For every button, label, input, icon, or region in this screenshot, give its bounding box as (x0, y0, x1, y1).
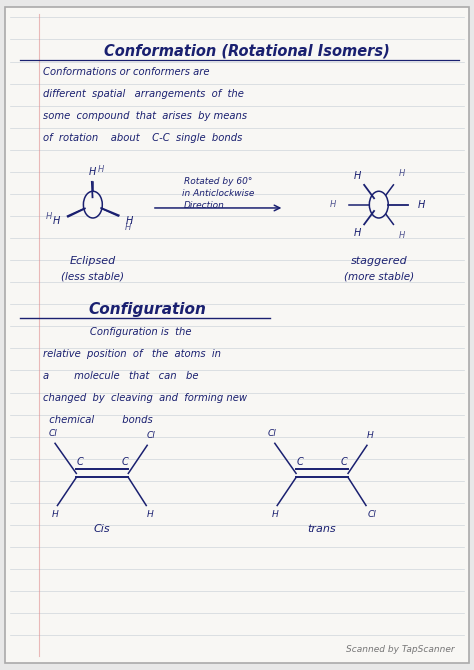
Text: H: H (146, 510, 154, 519)
Text: staggered: staggered (350, 257, 407, 267)
Text: H: H (399, 231, 405, 241)
Text: in Anticlockwise: in Anticlockwise (182, 189, 254, 198)
Text: (less stable): (less stable) (61, 272, 124, 282)
Text: H: H (354, 228, 361, 239)
Text: Configuration: Configuration (88, 302, 206, 317)
Text: Scanned by TapScanner: Scanned by TapScanner (346, 645, 455, 654)
Text: different  spatial   arrangements  of  the: different spatial arrangements of the (43, 89, 244, 99)
Text: relative  position  of   the  atoms  in: relative position of the atoms in (43, 348, 221, 358)
Text: Conformation (Rotational Isomers): Conformation (Rotational Isomers) (104, 44, 389, 58)
Text: (more stable): (more stable) (344, 272, 414, 282)
Text: trans: trans (308, 524, 337, 534)
Text: some  compound  that  arises  by means: some compound that arises by means (43, 111, 247, 121)
Text: Cis: Cis (94, 524, 110, 534)
Text: Rotated by 60°: Rotated by 60° (184, 177, 252, 186)
Text: H: H (399, 169, 405, 178)
Text: of  rotation    about    C-C  single  bonds: of rotation about C-C single bonds (43, 133, 243, 143)
Text: H: H (126, 216, 133, 226)
Text: H: H (52, 510, 59, 519)
Text: C: C (341, 457, 347, 467)
Text: H: H (46, 212, 53, 222)
Text: Configuration is  the: Configuration is the (43, 327, 191, 336)
Text: Direction: Direction (183, 201, 224, 210)
Text: H: H (272, 510, 279, 519)
Text: Conformations or conformers are: Conformations or conformers are (43, 67, 210, 77)
FancyBboxPatch shape (5, 7, 469, 663)
Text: changed  by  cleaving  and  forming new: changed by cleaving and forming new (43, 393, 247, 403)
Text: a        molecule   that   can   be: a molecule that can be (43, 371, 199, 381)
Text: H: H (52, 216, 60, 226)
Text: Cl: Cl (367, 510, 376, 519)
Circle shape (83, 191, 102, 218)
Circle shape (369, 191, 388, 218)
Text: C: C (121, 457, 128, 467)
Text: H: H (418, 200, 425, 210)
Text: Cl: Cl (146, 431, 155, 440)
Text: Eclipsed: Eclipsed (70, 257, 116, 267)
Text: chemical         bonds: chemical bonds (43, 415, 153, 425)
Text: Cl: Cl (48, 429, 57, 438)
Text: H: H (366, 431, 373, 440)
Text: H: H (89, 167, 97, 176)
Text: H: H (329, 200, 336, 209)
Text: H: H (354, 171, 361, 181)
Text: H: H (125, 223, 131, 232)
Text: Cl: Cl (268, 429, 277, 438)
Text: C: C (77, 457, 83, 467)
Text: H: H (98, 165, 104, 174)
Text: C: C (296, 457, 303, 467)
